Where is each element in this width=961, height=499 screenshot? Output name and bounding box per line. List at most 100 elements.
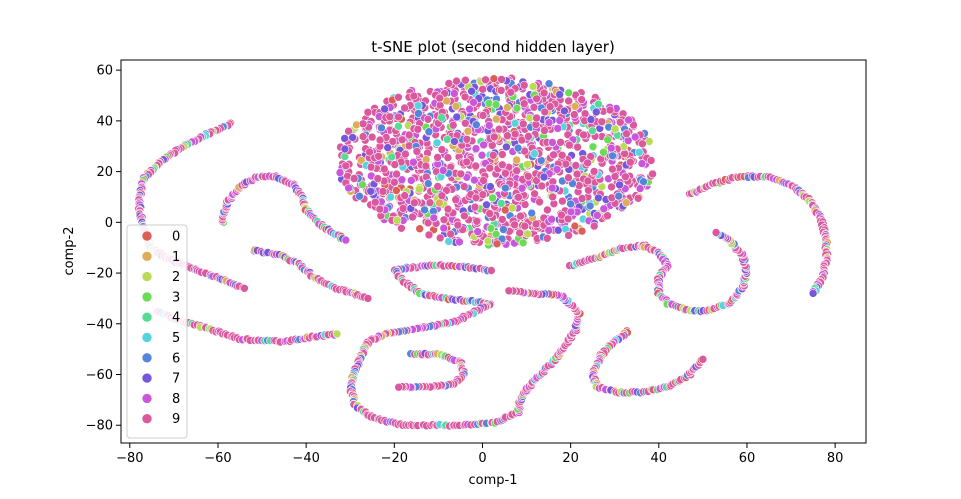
scatter-point xyxy=(639,177,648,186)
scatter-point xyxy=(448,120,458,130)
scatter-point xyxy=(406,176,416,185)
scatter-point xyxy=(450,137,459,146)
scatter-point xyxy=(377,123,386,133)
scatter-point xyxy=(470,175,479,185)
legend-marker xyxy=(141,230,153,242)
scatter-point xyxy=(517,184,527,193)
scatter-point xyxy=(564,88,574,98)
scatter-point xyxy=(390,160,400,169)
scatter-point xyxy=(375,204,385,214)
scatter-point xyxy=(433,182,443,191)
scatter-point xyxy=(496,86,506,95)
legend-marker xyxy=(141,393,153,404)
scatter-point xyxy=(548,138,557,147)
scatter-point xyxy=(420,205,429,215)
scatter-point xyxy=(510,220,519,230)
y-tick-label: 40 xyxy=(96,114,113,129)
scatter-point xyxy=(552,165,562,174)
scatter-point xyxy=(484,121,494,130)
scatter-point xyxy=(421,161,431,171)
scatter-point xyxy=(557,151,567,160)
scatter-point xyxy=(570,221,580,231)
scatter-point xyxy=(355,191,364,201)
scatter-point xyxy=(240,283,249,293)
scatter-point xyxy=(594,193,603,203)
scatter-point xyxy=(435,198,444,208)
scatter-point xyxy=(451,102,461,111)
x-tick-label: 60 xyxy=(739,451,756,466)
scatter-point xyxy=(556,138,565,147)
x-tick-label: −80 xyxy=(116,451,143,466)
plot-area-frame xyxy=(120,59,867,444)
scatter-point xyxy=(512,155,521,165)
scatter-point xyxy=(459,182,469,191)
scatter-point xyxy=(548,192,557,202)
legend-marker xyxy=(141,332,153,343)
scatter-point xyxy=(341,235,351,245)
scatter-point xyxy=(561,159,571,169)
scatter-point xyxy=(415,224,425,233)
scatter-point xyxy=(544,226,554,235)
scatter-point xyxy=(439,215,449,225)
x-tick-label: 40 xyxy=(651,451,668,466)
scatter-point xyxy=(512,103,522,113)
scatter-point xyxy=(365,147,374,157)
scatter-point xyxy=(625,157,635,167)
scatter-point xyxy=(335,168,345,177)
scatter-point xyxy=(518,119,528,129)
legend-label: 8 xyxy=(172,392,180,407)
scatter-point xyxy=(488,193,497,203)
scatter-point xyxy=(555,90,565,99)
scatter-point xyxy=(540,107,550,117)
scatter-point xyxy=(518,238,528,248)
scatter-point xyxy=(502,103,512,112)
scatter-point xyxy=(394,93,403,102)
y-tick-label: −40 xyxy=(86,317,113,332)
scatter-point xyxy=(591,107,601,117)
scatter-point xyxy=(606,143,616,153)
legend-marker xyxy=(141,311,153,323)
scatter-point xyxy=(460,119,470,128)
scatter-point xyxy=(621,172,630,182)
scatter-point xyxy=(435,233,445,243)
scatter-point xyxy=(624,115,633,125)
scatter-point xyxy=(615,180,624,190)
scatter-point xyxy=(637,159,647,168)
legend-marker xyxy=(141,352,153,364)
scatter-point xyxy=(501,183,510,193)
scatter-point xyxy=(409,157,418,167)
scatter-point xyxy=(479,176,488,185)
scatter-point xyxy=(461,75,470,85)
scatter-point xyxy=(573,142,582,152)
x-axis-label: comp-1 xyxy=(469,473,518,488)
scatter-point xyxy=(455,237,464,247)
scatter-point xyxy=(485,163,495,173)
legend-marker xyxy=(141,250,153,262)
scatter-point xyxy=(486,266,496,275)
legend: 0 1 2 3 4 5 6 7 8 9 xyxy=(126,224,188,439)
scatter-point xyxy=(397,175,407,184)
scatter-point xyxy=(409,91,419,101)
scatter-point xyxy=(358,119,368,129)
legend-marker xyxy=(141,372,153,384)
scatter-point xyxy=(603,211,612,220)
x-tick-label: −60 xyxy=(204,451,231,466)
scatter-point xyxy=(528,82,538,91)
scatter-point xyxy=(481,75,490,85)
scatter-point xyxy=(523,172,533,181)
scatter-point xyxy=(442,135,452,144)
scatter-point xyxy=(544,118,554,127)
scatter-point xyxy=(491,100,501,109)
scatter-point xyxy=(630,132,640,142)
scatter-point xyxy=(563,214,573,224)
scatter-point xyxy=(412,147,422,156)
scatter-point xyxy=(520,221,530,231)
scatter-point xyxy=(470,202,480,212)
scatter-point xyxy=(363,108,373,117)
scatter-point xyxy=(366,187,376,196)
scatter-point xyxy=(380,104,389,114)
y-tick-label: −60 xyxy=(86,368,113,383)
x-tick-label: 20 xyxy=(562,451,579,466)
legend-label: 2 xyxy=(172,270,180,285)
scatter-point xyxy=(400,103,409,113)
